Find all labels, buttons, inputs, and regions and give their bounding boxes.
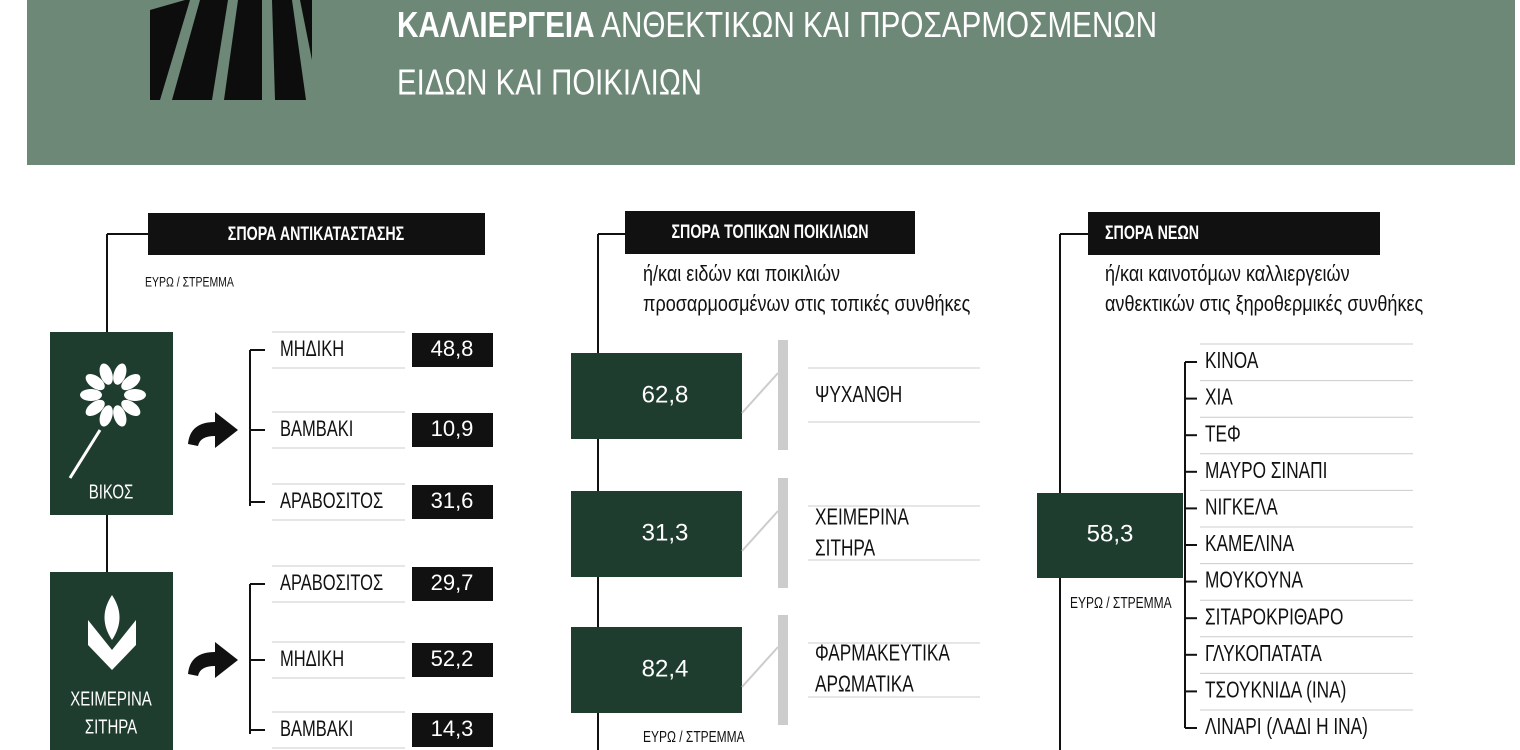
wheat-icon [88,595,136,670]
petal [80,389,102,401]
crop-name: ΚΙΝΟΑ [1205,349,1259,374]
divider [778,478,788,588]
item-value: 14,3 [431,716,474,741]
item-name: ΜΗΔΙΚΗ [280,337,344,362]
item-name: ΧΕΙΜΕΡΙΝΑ [815,505,909,530]
petal [113,363,127,385]
petal [99,363,113,385]
crop-name: ΜΑΥΡΟ ΣΙΝΑΠΙ [1205,459,1327,484]
item-name: ΨΥΧΑΝΘΗ [815,383,902,408]
crop-name: ΓΛΥΚΟΠΑΤΑΤΑ [1205,642,1322,667]
header-title: ΚΑΛΛΙΕΡΓΕΙΑ ΑΝΘΕΚΤΙΚΩΝ ΚΑΙ ΠΡΟΣΑΡΜΟΣΜΕΝΩ… [397,4,1157,45]
item-name: ΜΗΔΙΚΗ [280,647,344,672]
subtitle: ανθεκτικών στις ξηροθερμικές συνθήκες [1105,292,1423,316]
link [741,372,779,414]
section-label-box [148,213,485,255]
item-value: 82,4 [642,655,689,682]
item-value: 29,7 [431,570,474,595]
value-box [412,413,493,447]
crop-name: ΤΕΦ [1205,422,1241,447]
item-value: 31,6 [431,488,474,513]
crop-name: ΜΟΥΚΟΥΝΑ [1205,568,1303,593]
petal [85,399,105,417]
unit-label: ΕΥΡΩ / ΣΤΡΕΜΜΑ [145,274,235,290]
value-box [1037,493,1183,578]
header-title-line2: ΕΙΔΩΝ ΚΑΙ ΠΟΙΚΙΛΙΩΝ [397,62,702,103]
crop-name: ΛΙΝΑΡΙ (ΛΑΔΙ Η ΙΝΑ) [1205,715,1368,740]
subtitle: ή/και καινοτόμων καλλιεργειών [1105,262,1350,286]
section-label: ΣΠΟΡΑ ΑΝΤΙΚΑΤΑΣΤΑΣΗΣ [228,223,404,244]
item-name: ΑΡΩΜΑΤΙΚΑ [815,672,914,697]
crop-name: ΚΑΜΕΛΙΝΑ [1205,532,1294,557]
flower-stem [68,429,102,479]
value-box [571,491,742,577]
item-value: 48,8 [431,336,474,361]
value-box [571,353,742,439]
arrow [188,412,238,448]
section-label-box [1088,212,1380,255]
item-value: 31,3 [642,519,689,546]
petal [113,405,127,427]
petal [121,373,141,391]
crop-name: ΒΙΚΟΣ [89,480,134,503]
title-rest: ΑΝΘΕΚΤΙΚΩΝ ΚΑΙ ΠΡΟΣΑΡΜΟΣΜΕΝΩΝ [601,4,1157,45]
item-name: ΒΑΜΒΑΚΙ [280,417,353,442]
item-name: ΒΑΜΒΑΚΙ [280,717,353,742]
subtitle: προσαρμοσμένων στις τοπικές συνθήκες [643,292,971,316]
value-box [412,333,493,367]
unit-label: ΕΥΡΩ / ΣΤΡΕΜΜΑ [643,728,745,746]
logo [150,0,312,100]
title-bold: ΚΑΛΛΙΕΡΓΕΙΑ [397,4,595,45]
value-box [412,567,493,601]
subtitle: ή/και ειδών και ποικιλιών [643,262,840,286]
item-name: ΑΡΑΒΟΣΙΤΟΣ [280,571,383,596]
link [741,646,779,688]
link [741,510,779,552]
item-value: 58,3 [1087,520,1134,547]
section-label: ΣΠΟΡΑ ΝΕΩΝ [1105,222,1199,243]
value-box [412,485,493,519]
divider [778,340,788,450]
petal [124,389,146,401]
crop-box [50,332,173,515]
flower-icon [80,363,146,427]
arrow [188,642,238,678]
divider [778,615,788,725]
value-box [412,643,493,677]
item-name: ΑΡΑΒΟΣΙΤΟΣ [280,489,383,514]
item-value: 52,2 [431,646,474,671]
petal [121,399,141,417]
section-label-box [625,211,915,254]
value-box [571,627,742,713]
petal [85,373,105,391]
item-value: 10,9 [431,416,474,441]
value-box [412,713,493,747]
crop-name: ΧΕΙΜΕΡΙΝΑ [70,687,152,710]
unit-label: ΕΥΡΩ / ΣΤΡΕΜΜΑ [1070,594,1172,612]
crop-name: ΣΙΤΗΡΑ [85,715,137,738]
crop-name: ΣΙΤΑΡΟΚΡΙΘΑΡΟ [1205,605,1343,630]
section-label: ΣΠΟΡΑ ΤΟΠΙΚΩΝ ΠΟΙΚΙΛΙΩΝ [672,221,869,242]
item-value: 62,8 [642,381,689,408]
crop-name: ΝΙΓΚΕΛΑ [1205,495,1278,520]
crop-name: ΧΙΑ [1205,385,1233,410]
item-name: ΣΙΤΗΡΑ [815,536,876,561]
petal [99,405,113,427]
crop-name: ΤΣΟΥΚΝΙΔΑ (ΙΝΑ) [1205,678,1346,703]
item-name: ΦΑΡΜΑΚΕΥΤΙΚΑ [815,641,950,666]
